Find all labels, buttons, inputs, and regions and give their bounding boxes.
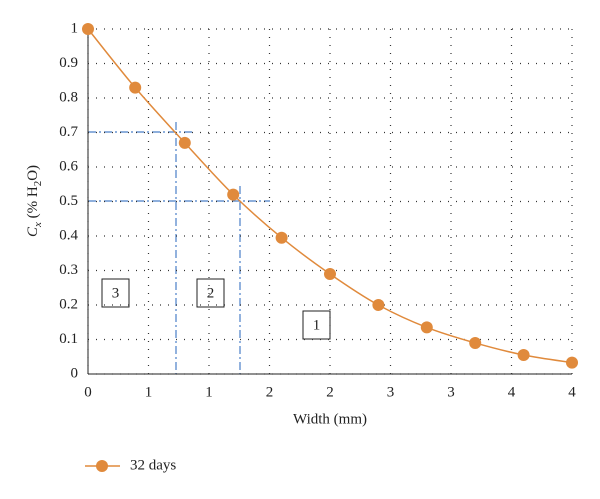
y-label-part: (% H xyxy=(25,186,41,222)
data-point xyxy=(566,356,578,369)
annotation-boxes xyxy=(101,278,331,340)
x-tick-label: 3 xyxy=(447,384,455,400)
x-tick-label: 0 xyxy=(84,384,92,400)
y-tick-label: 0 xyxy=(71,365,79,381)
y-label-part: x xyxy=(32,222,44,228)
y-tick-label: 1 xyxy=(71,20,79,36)
data-point xyxy=(82,23,94,35)
y-tick-label: 0.1 xyxy=(59,331,78,347)
annotation-box xyxy=(101,278,130,308)
y-label-part: 2 xyxy=(32,181,44,187)
y-label-part: O) xyxy=(25,165,41,181)
reference-lines xyxy=(88,122,270,374)
data-point xyxy=(178,136,191,149)
y-tick-label: 0.5 xyxy=(59,193,78,209)
x-tick-label: 3 xyxy=(387,384,395,400)
annotation-box xyxy=(196,278,225,308)
y-tick-label: 0.7 xyxy=(59,124,78,140)
data-point xyxy=(275,231,288,244)
annotation: 1 xyxy=(313,317,321,333)
x-tick-label: 1 xyxy=(205,384,213,400)
x-tick-label: 2 xyxy=(266,384,274,400)
data-point xyxy=(324,267,336,280)
data-point xyxy=(227,188,240,201)
x-axis-label: Width (mm) xyxy=(293,411,367,427)
data-point xyxy=(469,336,482,349)
data-point xyxy=(420,321,433,334)
annotation: 3 xyxy=(112,285,120,301)
y-tick-label: 0.3 xyxy=(59,262,78,278)
data-point xyxy=(517,349,530,362)
data-point xyxy=(129,81,142,94)
x-tick-label: 1 xyxy=(145,384,153,400)
y-label-part: C xyxy=(25,226,41,237)
annotation-box xyxy=(302,310,331,340)
y-tick-label: 0.4 xyxy=(59,227,78,243)
annotation: 2 xyxy=(207,285,215,301)
y-axis-label: Cx (% H2O) xyxy=(25,165,43,237)
data-point xyxy=(372,299,385,311)
y-tick-label: 0.2 xyxy=(59,296,78,312)
y-tick-label: 0.8 xyxy=(59,89,78,105)
x-tick-label: 2 xyxy=(326,384,334,400)
x-tick-label: 4 xyxy=(568,384,576,400)
legend-marker xyxy=(96,460,108,472)
y-tick-label: 0.9 xyxy=(59,55,78,71)
legend-label: 32 days xyxy=(130,457,176,473)
series-line xyxy=(87,28,573,364)
x-tick-label: 4 xyxy=(508,384,516,400)
y-tick-label: 0.6 xyxy=(59,158,78,174)
